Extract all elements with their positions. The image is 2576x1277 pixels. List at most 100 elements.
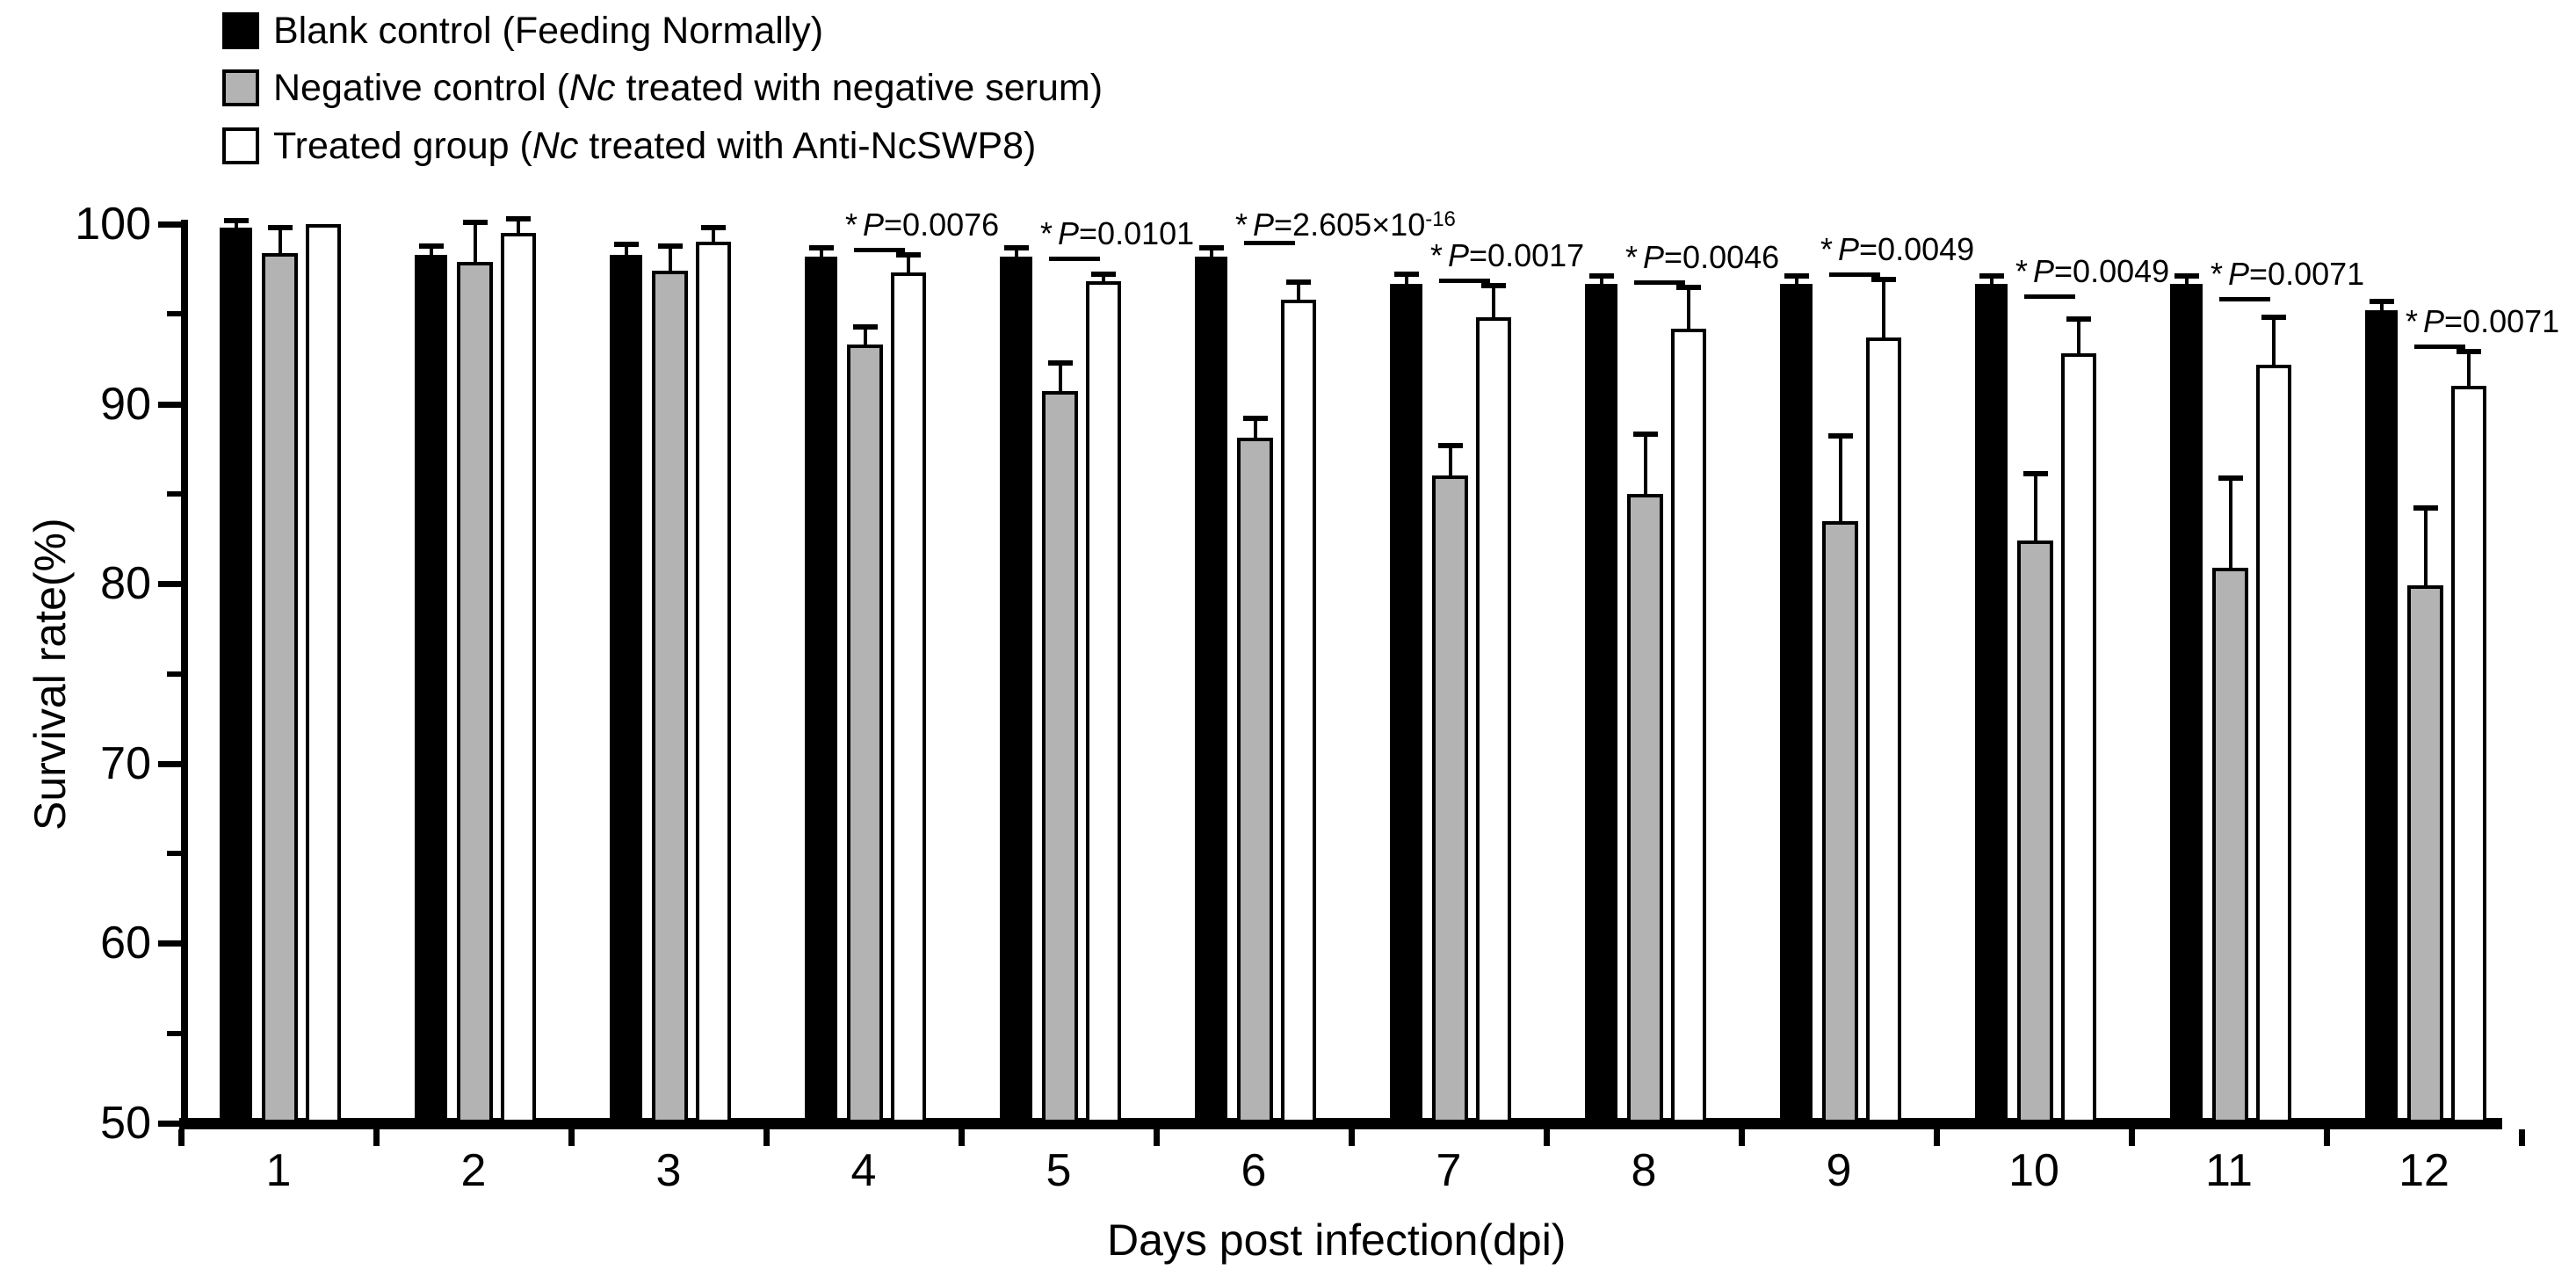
bar-negative-control-day-7: [1432, 475, 1468, 1123]
error-bar-whisker: [624, 245, 628, 255]
asterisk-significance-marker: *: [2406, 303, 2419, 340]
p-value-symbol: P: [2423, 303, 2445, 340]
error-bar-cap: [1827, 433, 1853, 439]
error-bar-whisker: [1404, 276, 1408, 284]
bar-treated-group-day-12: [2451, 386, 2486, 1123]
legend-label-italic-organism: Nc: [532, 125, 579, 167]
error-bar-cap: [1091, 272, 1116, 278]
x-tick: [178, 1129, 185, 1146]
bar-blank-control-day-4: [805, 256, 837, 1123]
p-value-text: =0.0101: [1079, 215, 1195, 252]
asterisk-significance-marker: *: [1430, 236, 1444, 273]
error-bar-whisker: [2272, 319, 2276, 365]
legend-item-blank-control: Blank control (Feeding Normally): [222, 11, 823, 51]
bar-blank-control-day-12: [2365, 310, 2398, 1123]
bar-treated-group-day-8: [1671, 328, 1706, 1123]
asterisk-significance-marker: *: [2211, 256, 2224, 293]
error-bar-whisker: [668, 247, 672, 272]
error-bar-cap: [1393, 272, 1419, 278]
error-bar-cap: [267, 225, 293, 231]
p-value-symbol: P: [1058, 215, 1080, 252]
asterisk-significance-marker: *: [2015, 253, 2029, 290]
error-bar-cap: [506, 215, 531, 221]
x-tick: [1739, 1129, 1745, 1146]
error-bar-whisker: [1838, 438, 1842, 521]
legend-label-text: treated with Anti-NcSWP8): [578, 125, 1037, 167]
bar-blank-control-day-11: [2170, 283, 2203, 1123]
y-minor-tick: [167, 311, 182, 317]
p-value-text: =0.0017: [1469, 236, 1585, 273]
significance-annotation-day-11: * P=0.0071: [2211, 257, 2364, 292]
p-value-text: =0.0071: [2444, 303, 2560, 340]
significance-bracket-day-9: [1829, 272, 1880, 278]
asterisk-significance-marker: *: [845, 206, 858, 243]
bar-treated-group-day-7: [1476, 317, 1511, 1123]
error-bar-whisker: [1599, 278, 1603, 284]
x-tick: [1934, 1129, 1940, 1146]
legend-item-negative-control: Negative control (Nc treated with negati…: [222, 68, 1103, 108]
p-value-text: =0.0076: [884, 206, 1000, 243]
error-bar-cap: [896, 251, 921, 258]
significance-bracket-day-10: [2024, 294, 2075, 300]
significance-bracket-day-6: [1244, 240, 1295, 245]
error-bar-cap: [701, 225, 726, 231]
asterisk-significance-marker: *: [1235, 206, 1248, 243]
x-tick-label: 10: [2008, 1145, 2059, 1196]
error-bar-cap: [223, 217, 249, 223]
error-bar-cap: [2369, 299, 2394, 305]
legend-label-text: Negative control (: [273, 67, 569, 109]
bar-blank-control-day-9: [1780, 283, 1813, 1123]
bar-treated-group-day-11: [2256, 364, 2291, 1123]
y-major-tick: [158, 401, 182, 408]
error-bar-whisker: [1492, 287, 1495, 318]
p-value-text: =0.0046: [1664, 238, 1780, 275]
error-bar-cap: [2261, 315, 2286, 321]
bar-negative-control-day-6: [1237, 438, 1273, 1123]
bar-treated-group-day-1: [306, 224, 341, 1123]
error-bar-cap: [1979, 273, 2004, 279]
y-tick-label: 70: [100, 737, 151, 789]
p-value-symbol: P: [2033, 253, 2055, 290]
error-bar-cap: [2022, 471, 2048, 477]
y-axis-line: [181, 220, 188, 1129]
asterisk-significance-marker: *: [1820, 231, 1834, 268]
y-major-tick: [158, 221, 182, 228]
p-value-symbol: P: [1838, 231, 1860, 268]
legend-label-treated-group: Treated group (Nc treated with Anti-NcSW…: [273, 126, 1036, 166]
error-bar-whisker: [1058, 364, 1062, 392]
error-bar-cap: [2174, 273, 2199, 279]
significance-annotation-day-4: * P=0.0076: [845, 207, 999, 243]
bar-treated-group-day-3: [696, 242, 731, 1123]
y-major-tick: [158, 760, 182, 767]
asterisk-significance-marker: *: [1040, 215, 1053, 252]
error-bar-whisker: [863, 328, 867, 345]
significance-annotation-day-10: * P=0.0049: [2015, 254, 2169, 289]
error-bar-whisker: [1882, 281, 1885, 337]
bar-treated-group-day-5: [1086, 281, 1121, 1123]
bar-blank-control-day-3: [610, 254, 642, 1123]
error-bar-whisker: [473, 224, 477, 262]
x-tick: [2519, 1129, 2525, 1146]
significance-annotation-day-9: * P=0.0049: [1820, 232, 1974, 267]
p-value-symbol: P: [2228, 256, 2250, 293]
legend-label-blank-control: Blank control (Feeding Normally): [273, 11, 823, 51]
significance-annotation-day-6: * P=2.605×10-16: [1235, 200, 1456, 243]
error-bar-whisker: [712, 229, 715, 243]
error-bar-whisker: [1794, 278, 1798, 284]
y-minor-tick: [167, 1030, 182, 1036]
y-minor-tick: [167, 490, 182, 497]
x-axis-title: Days post infection(dpi): [1107, 1215, 1567, 1265]
y-major-tick: [158, 581, 182, 588]
legend-label-text: Treated group (: [273, 125, 532, 167]
error-bar-whisker: [2033, 475, 2037, 541]
y-major-tick: [158, 940, 182, 947]
y-tick-label: 60: [100, 918, 151, 969]
error-bar-whisker: [2379, 303, 2384, 311]
x-tick: [2129, 1129, 2135, 1146]
x-tick-label: 9: [1826, 1145, 1852, 1196]
error-bar-cap: [2066, 316, 2091, 323]
bar-blank-control-day-10: [1975, 283, 2008, 1123]
p-value-text: =2.605×10: [1274, 206, 1426, 243]
error-bar-cap: [657, 243, 683, 249]
